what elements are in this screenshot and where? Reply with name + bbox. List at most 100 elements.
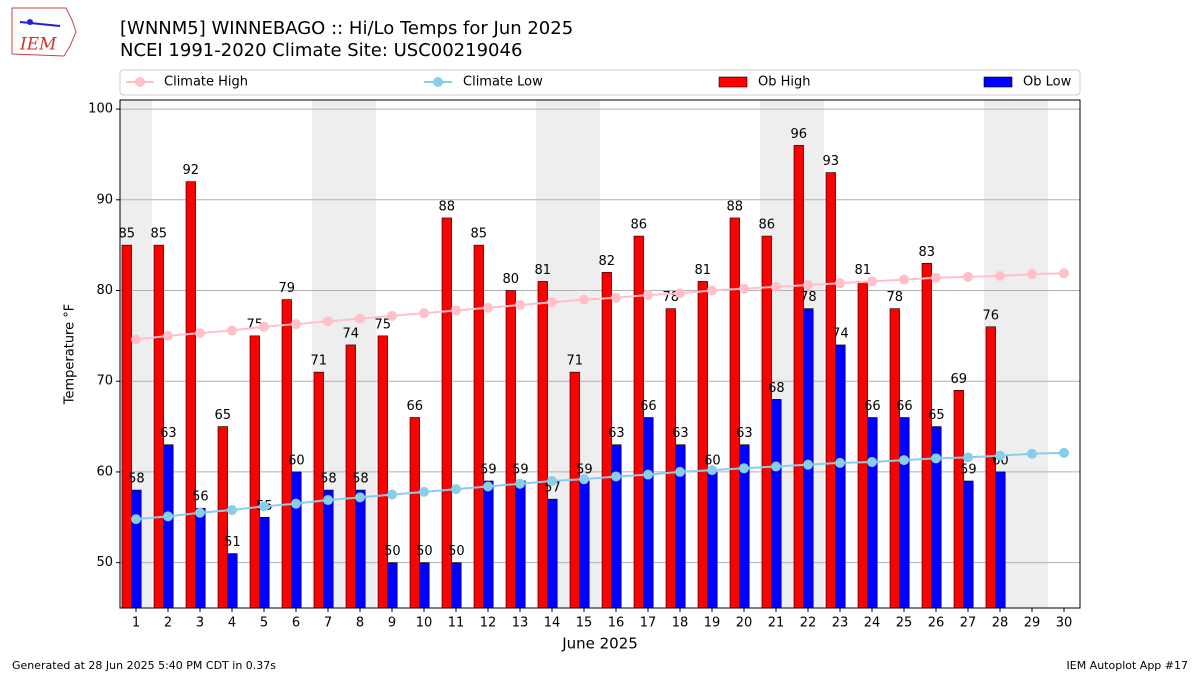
y-tick-label: 50 [96, 555, 113, 570]
line-marker [931, 272, 941, 283]
bar [889, 308, 900, 609]
line-marker [515, 478, 525, 489]
value-label: 60 [288, 453, 305, 468]
bar [995, 471, 1006, 609]
value-label: 78 [887, 290, 904, 305]
line-marker [867, 276, 877, 287]
line-marker [451, 305, 461, 316]
line-marker [291, 498, 301, 509]
value-label: 63 [736, 426, 753, 441]
x-tick-label: 14 [544, 616, 561, 631]
value-label: 75 [375, 317, 392, 332]
bar [793, 145, 804, 609]
legend-swatch [718, 76, 748, 88]
line-marker [163, 330, 173, 341]
legend-marker [433, 77, 443, 87]
y-axis-label: Temperature °F [63, 304, 78, 405]
bar [537, 281, 548, 609]
line-marker [771, 281, 781, 292]
value-label: 57 [544, 481, 561, 496]
value-label: 66 [864, 399, 881, 414]
line-marker [899, 455, 909, 466]
line-marker [643, 469, 653, 480]
x-tick-label: 11 [448, 616, 465, 631]
value-label: 80 [503, 272, 520, 287]
bar [803, 308, 814, 609]
legend-box [119, 69, 1081, 96]
line-marker [835, 457, 845, 468]
chart-subtitle: NCEI 1991-2020 Climate Site: USC00219046 [120, 40, 522, 61]
value-label: 93 [823, 154, 840, 169]
y-tick-label: 70 [96, 374, 113, 389]
x-tick-label: 12 [480, 616, 497, 631]
value-label: 68 [768, 381, 785, 396]
value-label: 74 [343, 326, 360, 341]
line-marker [867, 456, 877, 467]
line-marker [259, 501, 269, 512]
line-marker [739, 283, 749, 294]
bar [451, 562, 462, 609]
x-tick-label: 15 [576, 616, 593, 631]
line-marker [1027, 448, 1037, 459]
x-tick-label: 5 [260, 616, 268, 631]
line-marker [675, 288, 685, 299]
value-label: 88 [439, 199, 456, 214]
line-marker [387, 489, 397, 500]
line-marker [547, 476, 557, 486]
bar [547, 498, 558, 609]
value-label: 96 [791, 127, 808, 142]
line-marker [131, 334, 141, 345]
value-label: 60 [704, 453, 721, 468]
line-marker [195, 328, 205, 339]
value-label: 76 [983, 308, 1000, 323]
bar [131, 489, 142, 609]
legend-label: Climate Low [463, 75, 543, 90]
value-label: 63 [160, 426, 177, 441]
bar [291, 471, 302, 609]
line-marker [195, 507, 205, 518]
value-label: 65 [215, 408, 232, 423]
bar [217, 426, 228, 609]
footer-left: Generated at 28 Jun 2025 5:40 PM CDT in … [12, 659, 276, 672]
x-tick-label: 28 [992, 616, 1009, 631]
x-tick-label: 25 [896, 616, 913, 631]
x-tick-label: 30 [1056, 616, 1073, 631]
logo: IEM [11, 7, 77, 57]
x-tick-label: 9 [388, 616, 396, 631]
line-marker [579, 294, 589, 305]
x-tick-label: 1 [132, 616, 140, 631]
line-marker [579, 474, 589, 485]
value-label: 69 [951, 372, 968, 387]
y-tick-label: 80 [96, 283, 113, 298]
bar [611, 444, 622, 609]
bar [729, 217, 740, 609]
line-marker [387, 310, 397, 321]
line-marker [611, 471, 621, 482]
bar [579, 480, 590, 609]
line-marker [515, 300, 525, 311]
line-marker [355, 492, 365, 503]
bar [515, 480, 526, 609]
line-marker [227, 505, 237, 516]
line-marker [547, 297, 557, 308]
line [135, 451, 1065, 521]
value-label: 56 [192, 490, 209, 505]
bar [313, 371, 324, 609]
plot-frame [119, 99, 1081, 609]
bar [953, 389, 964, 609]
x-tick-label: 19 [704, 616, 721, 631]
bar [483, 480, 494, 609]
line-marker [1059, 447, 1069, 458]
x-tick-label: 21 [768, 616, 785, 631]
x-tick-label: 23 [832, 616, 849, 631]
bar [643, 417, 654, 609]
line-marker [355, 313, 365, 324]
value-label: 66 [896, 399, 913, 414]
value-label: 83 [919, 245, 936, 260]
value-label: 82 [599, 254, 616, 269]
value-label: 50 [448, 544, 465, 559]
line-marker [835, 278, 845, 289]
x-tick-label: 24 [864, 616, 881, 631]
value-label: 85 [471, 227, 488, 242]
bar [697, 281, 708, 609]
